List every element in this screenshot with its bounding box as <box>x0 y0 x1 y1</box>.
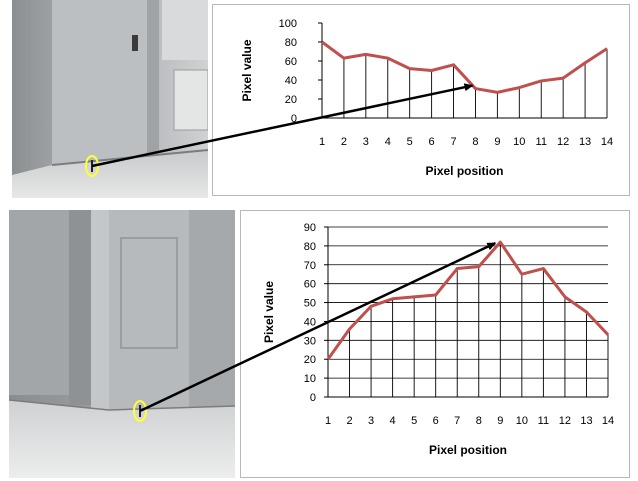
series-line <box>326 240 610 361</box>
y-axis-label: Pixel value <box>262 281 276 343</box>
x-axis-label: Pixel position <box>429 443 507 457</box>
door-panel <box>52 0 147 165</box>
x-tick-label: 1 <box>325 415 331 427</box>
top-photo-scene <box>12 0 208 198</box>
y-tick-label: 80 <box>304 241 316 253</box>
x-tick-label: 11 <box>538 415 549 427</box>
y-tick-label: 40 <box>285 75 297 87</box>
x-tick-label: 8 <box>472 136 478 148</box>
x-tick-label: 9 <box>497 415 503 427</box>
door-handle-icon <box>132 35 138 51</box>
y-tick-label: 90 <box>304 222 316 234</box>
y-tick-label: 0 <box>310 392 316 404</box>
x-tick-label: 1 <box>319 136 325 148</box>
x-tick-label: 11 <box>536 136 547 148</box>
y-tick-label: 80 <box>285 37 297 49</box>
x-tick-label: 14 <box>602 415 614 427</box>
x-tick-label: 4 <box>385 136 391 148</box>
y-tick-label: 40 <box>304 316 316 328</box>
x-tick-label: 6 <box>429 136 435 148</box>
top-chart: 0 20 40 60 80 100 1 2 3 4 5 6 7 8 9 10 11 12 13 14 Pixel pos… <box>212 4 630 196</box>
bottom-photo-scene <box>9 210 235 478</box>
bottom-camera-photo <box>9 210 235 478</box>
x-tick-label: 3 <box>363 136 369 148</box>
y-axis-label: Pixel value <box>240 39 254 101</box>
x-tick-label: 5 <box>411 415 417 427</box>
x-tick-label: 13 <box>580 415 592 427</box>
y-tick-label: 20 <box>304 354 316 366</box>
y-tick-label: 50 <box>304 298 316 310</box>
top-camera-photo <box>12 0 208 198</box>
x-tick-label: 13 <box>579 136 591 148</box>
x-tick-label: 10 <box>513 136 525 148</box>
x-tick-label: 9 <box>494 136 500 148</box>
x-tick-label: 6 <box>433 415 439 427</box>
x-tick-label: 2 <box>346 415 352 427</box>
x-tick-label: 3 <box>368 415 374 427</box>
y-tick-label: 10 <box>304 373 316 385</box>
y-tick-label: 70 <box>304 260 316 272</box>
x-tick-label: 5 <box>407 136 413 148</box>
x-tick-label: 7 <box>450 136 456 148</box>
y-tick-label: 30 <box>304 335 316 347</box>
x-tick-label: 2 <box>341 136 347 148</box>
x-axis-label: Pixel position <box>425 164 503 178</box>
x-tick-label: 7 <box>454 415 460 427</box>
y-tick-label: 60 <box>304 279 316 291</box>
y-tick-label: 100 <box>279 18 297 30</box>
x-tick-label: 4 <box>390 415 396 427</box>
y-tick-label: 0 <box>291 113 297 125</box>
x-tick-label: 8 <box>476 415 482 427</box>
y-tick-label: 60 <box>285 56 297 68</box>
x-tick-label: 12 <box>557 136 569 148</box>
x-tick-label: 12 <box>559 415 571 427</box>
y-tick-label: 20 <box>285 94 297 106</box>
x-tick-label: 14 <box>601 136 613 148</box>
x-tick-label: 10 <box>516 415 528 427</box>
series-line <box>321 40 608 94</box>
bottom-chart: 0 10 20 30 40 50 60 70 80 90 1 2 3 4 5 6 7 8 9 10 11 12 13 14 Pi… <box>240 210 630 478</box>
